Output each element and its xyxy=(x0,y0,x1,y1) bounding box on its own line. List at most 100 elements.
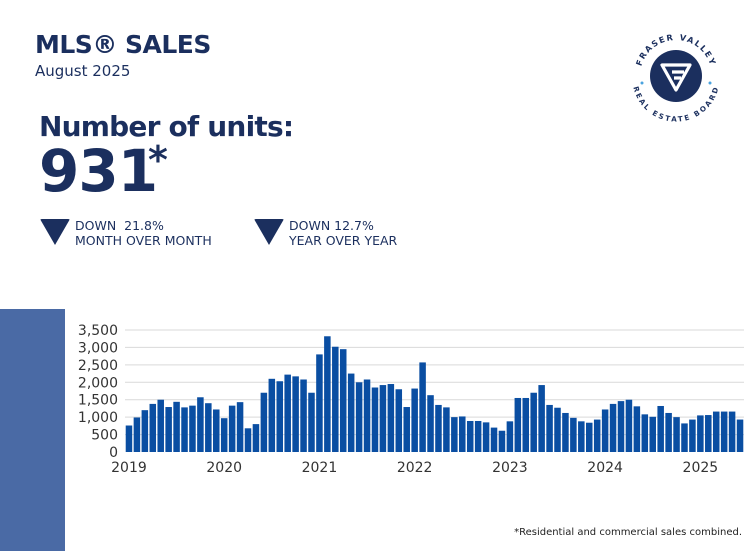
x-tick-label: 2023 xyxy=(492,460,528,476)
bar xyxy=(403,407,410,452)
bar xyxy=(451,417,458,452)
y-tick-label: 500 xyxy=(91,428,118,444)
logo-dot-right xyxy=(708,81,712,85)
units-value: 931 xyxy=(39,137,158,205)
bar xyxy=(197,397,204,452)
bar xyxy=(474,420,482,452)
bar xyxy=(530,392,537,452)
bar xyxy=(205,403,212,452)
bar xyxy=(252,424,260,452)
bar xyxy=(482,422,490,452)
bar xyxy=(300,379,307,452)
bar xyxy=(141,410,149,452)
bar xyxy=(657,405,664,452)
y-tick-label: 0 xyxy=(109,445,118,461)
bar xyxy=(213,409,220,452)
bar xyxy=(157,399,164,452)
y-tick-label: 2,000 xyxy=(78,375,118,391)
bar xyxy=(681,423,688,452)
bar xyxy=(649,416,656,452)
bar xyxy=(633,406,641,452)
down-triangle-icon xyxy=(254,219,284,245)
stat-change: DOWN 21.8% xyxy=(75,218,164,233)
down-triangle-icon xyxy=(40,219,70,245)
page-title: MLS® SALES xyxy=(35,30,211,59)
x-tick-label: 2020 xyxy=(206,460,242,476)
bar xyxy=(578,421,585,452)
bar xyxy=(435,404,442,452)
bar xyxy=(347,373,355,452)
bar xyxy=(276,381,284,452)
bar xyxy=(133,417,141,452)
bar xyxy=(617,401,625,452)
bar xyxy=(181,407,188,452)
bar xyxy=(697,415,704,452)
bar xyxy=(728,411,736,452)
bar xyxy=(292,376,299,452)
y-tick-label: 2,500 xyxy=(78,358,118,374)
bar xyxy=(411,388,418,452)
bar xyxy=(459,416,466,452)
units-label: Number of units: xyxy=(39,110,294,143)
stat-year-over-year: DOWN 12.7% YEAR OVER YEAR xyxy=(254,218,397,248)
bar xyxy=(720,411,728,452)
bar xyxy=(538,385,545,452)
bar xyxy=(546,404,553,452)
bar xyxy=(570,417,577,452)
fvreb-logo-icon xyxy=(660,63,692,92)
bar xyxy=(705,415,712,452)
report-period: August 2025 xyxy=(35,62,131,80)
x-tick-label: 2022 xyxy=(397,460,433,476)
stat-change: DOWN 12.7% xyxy=(289,218,374,233)
bar xyxy=(514,397,522,452)
x-tick-label: 2019 xyxy=(111,460,147,476)
bar xyxy=(165,407,172,452)
bar xyxy=(490,427,498,452)
bar xyxy=(260,392,268,452)
bar xyxy=(189,405,196,452)
bar xyxy=(395,389,403,452)
bar xyxy=(506,421,514,452)
bar xyxy=(363,379,371,452)
bar xyxy=(593,419,601,452)
bar xyxy=(379,385,387,452)
y-tick-label: 3,000 xyxy=(78,340,118,356)
y-tick-label: 1,500 xyxy=(78,393,118,409)
bar xyxy=(236,402,244,452)
bar xyxy=(689,419,696,452)
bar xyxy=(466,420,474,452)
units-asterisk: * xyxy=(148,138,168,182)
bar xyxy=(371,387,379,452)
bar xyxy=(355,382,363,452)
fvreb-logo: FRASER VALLEY REAL ESTATE BOARD xyxy=(631,32,719,124)
bar xyxy=(316,354,323,452)
bar xyxy=(244,428,252,452)
bar xyxy=(387,384,395,452)
bar xyxy=(149,403,157,452)
bar xyxy=(443,407,450,452)
x-tick-label: 2021 xyxy=(302,460,338,476)
bar xyxy=(609,403,617,452)
bar xyxy=(665,412,672,452)
bar xyxy=(586,422,593,452)
x-tick-label: 2025 xyxy=(683,460,719,476)
stat-month-over-month: DOWN 21.8% MONTH OVER MONTH xyxy=(40,218,212,248)
logo-circle xyxy=(650,50,702,102)
stat-period: YEAR OVER YEAR xyxy=(289,233,398,248)
bar xyxy=(673,417,680,452)
bar xyxy=(228,405,236,452)
bar xyxy=(284,374,291,452)
bar xyxy=(736,419,744,452)
y-tick-label: 1,000 xyxy=(78,410,118,426)
bar xyxy=(268,378,276,452)
bar xyxy=(332,346,339,452)
bar xyxy=(522,397,530,452)
bar xyxy=(498,430,506,452)
logo-dot-left xyxy=(640,81,644,85)
bar xyxy=(427,395,434,452)
bar xyxy=(641,414,649,452)
bar xyxy=(308,392,315,452)
bar xyxy=(125,425,133,452)
footnote: *Residential and commercial sales combin… xyxy=(514,527,742,538)
